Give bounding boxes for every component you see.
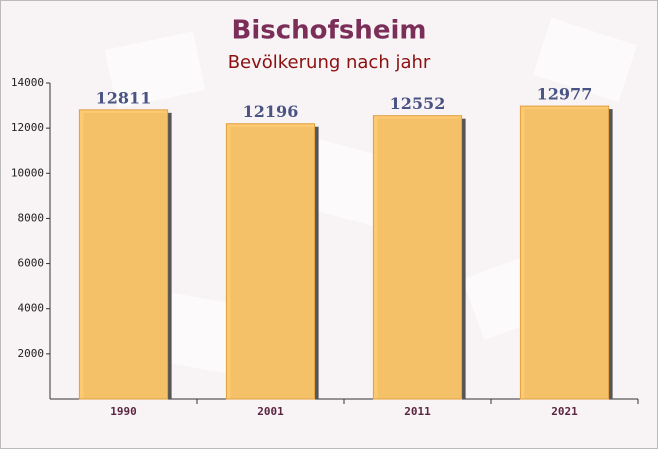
y-tick-label: 14000	[11, 76, 44, 89]
x-tick-label: 1990	[110, 405, 137, 418]
y-tick-label: 2000	[18, 347, 45, 360]
value-label: 12196	[243, 102, 299, 121]
y-tick-label: 6000	[18, 257, 45, 270]
bar	[78, 109, 169, 400]
value-label: 12977	[537, 85, 593, 104]
y-tick-label: 12000	[11, 121, 44, 134]
x-tick-label: 2021	[551, 405, 578, 418]
y-tick-label: 10000	[11, 166, 44, 179]
x-tick-label: 2001	[257, 405, 284, 418]
chart-subtitle: Bevölkerung nach jahr	[228, 52, 431, 73]
bar	[225, 123, 316, 400]
x-tick-label: 2011	[404, 405, 431, 418]
y-tick-label: 4000	[18, 302, 45, 315]
bar	[519, 105, 610, 400]
value-label: 12811	[96, 88, 152, 107]
chart-title: Bischofsheim	[232, 16, 427, 46]
bar	[372, 115, 463, 400]
y-tick-label: 8000	[18, 211, 45, 224]
value-label: 12552	[390, 94, 446, 113]
